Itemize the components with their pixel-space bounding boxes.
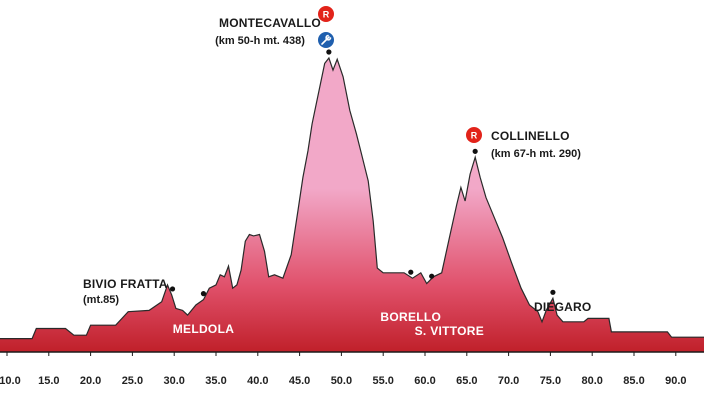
collinello-label: COLLINELLO (491, 129, 570, 143)
x-tick-label: 15.0 (38, 375, 59, 387)
x-axis-ticks: 10.0 15.0 20.0 25.0 30.0 35.0 40.0 45.0 50.0 55.0… (0, 352, 687, 387)
annotation-montecavallo: MONTECAVALLO (km 50-h mt. 438) R (215, 6, 334, 48)
annotation-diegaro: DIEGARO (534, 300, 591, 314)
waypoint-dot (169, 286, 176, 292)
waypoint-dot (326, 49, 332, 55)
bivio-fratta-detail: (mt.85) (83, 294, 119, 306)
x-tick-label: 35.0 (205, 375, 226, 387)
waypoint-dot (472, 148, 478, 154)
waypoint-markers (169, 49, 556, 297)
waypoint-dot (200, 291, 207, 297)
x-tick-label: 55.0 (372, 375, 393, 387)
sprint-badge-icon: R (318, 6, 334, 22)
collinello-detail: (km 67-h mt. 290) (491, 148, 581, 160)
x-tick-label: 50.0 (331, 375, 352, 387)
diegaro-label: DIEGARO (534, 300, 591, 314)
waypoint-dot (429, 273, 435, 279)
x-tick-label: 25.0 (122, 375, 143, 387)
x-tick-label: 75.0 (540, 375, 561, 387)
x-tick-label: 85.0 (623, 375, 644, 387)
x-tick-label: 40.0 (247, 375, 268, 387)
x-tick-label: 45.0 (289, 375, 310, 387)
town-label: BORELLO (380, 310, 441, 324)
annotation-collinello: R COLLINELLO (km 67-h mt. 290) (466, 127, 581, 160)
elevation-outline (0, 56, 704, 340)
bivio-fratta-label: BIVIO FRATTA (83, 277, 168, 291)
x-tick-label: 65.0 (456, 375, 477, 387)
waypoint-dot (550, 289, 556, 295)
sprint-badge-icon: R (466, 127, 482, 143)
annotation-bivio-fratta: BIVIO FRATTA (mt.85) (83, 277, 168, 306)
x-tick-label: 20.0 (80, 375, 101, 387)
wrench-badge-icon (318, 32, 334, 48)
waypoint-dot (408, 269, 414, 275)
x-tick-label: 80.0 (581, 375, 602, 387)
x-tick-label: 90.0 (665, 375, 686, 387)
x-tick-label: 70.0 (498, 375, 519, 387)
badge-label: R (471, 131, 478, 141)
town-label: MELDOLA (173, 322, 234, 336)
town-label: S. VITTORE (415, 324, 484, 338)
x-tick-label: 60.0 (414, 375, 435, 387)
elevation-area (0, 58, 704, 352)
x-tick-label: 30.0 (163, 375, 184, 387)
montecavallo-detail: (km 50-h mt. 438) (215, 35, 305, 47)
x-tick-label: 10.0 (0, 375, 21, 387)
montecavallo-label: MONTECAVALLO (219, 16, 321, 30)
badge-label: R (323, 10, 330, 20)
